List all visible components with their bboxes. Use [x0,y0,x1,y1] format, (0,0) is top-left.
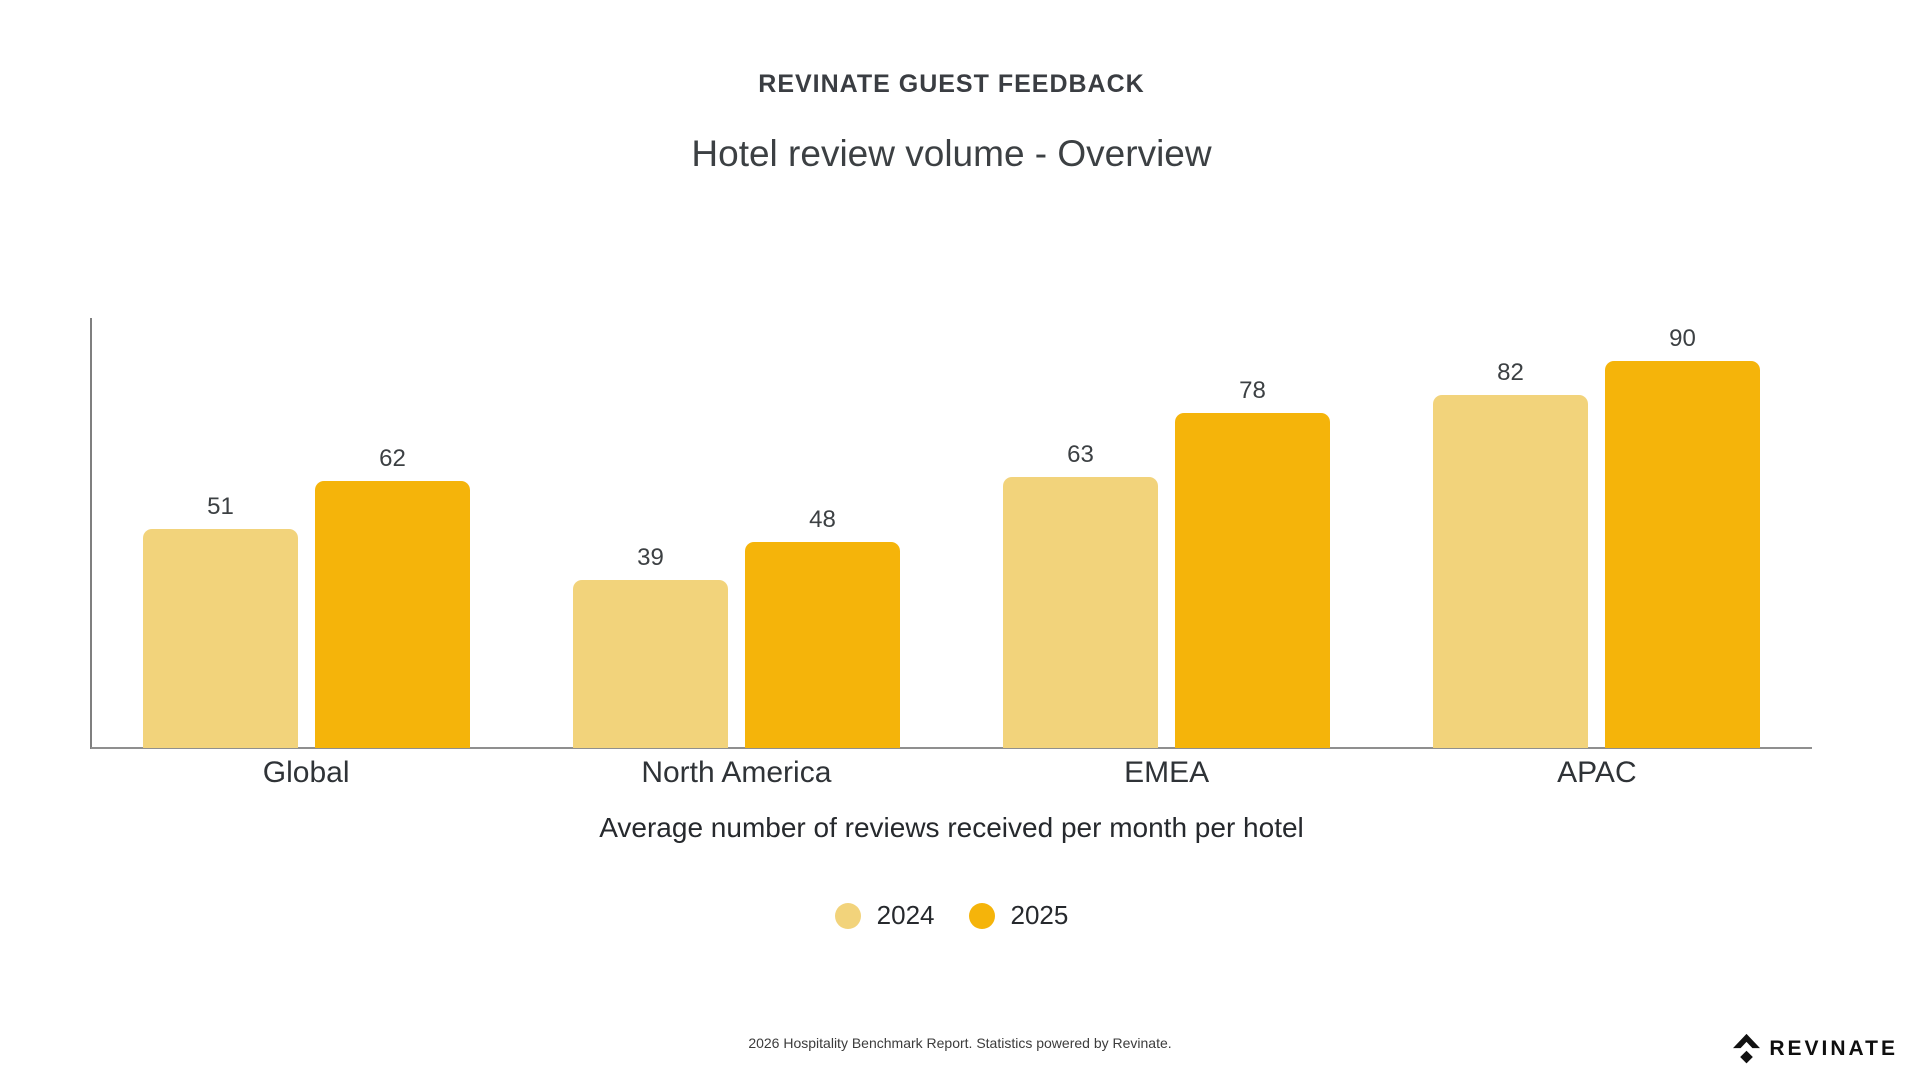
x-axis-title: Average number of reviews received per m… [599,812,1304,843]
category-label-north-america: North America [641,756,832,789]
legend-label-2025: 2025 [1010,900,1069,930]
legend-item-2024[interactable]: 2024 [834,900,935,931]
category-label-emea: EMEA [1124,756,1210,789]
bar-value-emea-2024: 63 [1067,441,1094,468]
category-label-apac: APAC [1557,756,1637,789]
x-axis-line [91,747,1812,749]
bar-value-apac-2024: 82 [1497,359,1524,386]
bar-emea-2024[interactable] [1003,477,1158,748]
bar-global-2025[interactable] [315,481,470,748]
revinate-logo: REVINATE [1733,1031,1898,1067]
bar-north-america-2025[interactable] [745,542,900,748]
category-label-global: Global [262,756,350,789]
bar-value-global-2025: 62 [379,445,406,472]
footer-note: 2026 Hospitality Benchmark Report. Stati… [748,1035,1172,1051]
bar-emea-2025[interactable] [1175,413,1330,748]
page-title: Hotel review volume - Overview [691,133,1212,174]
bar-value-apac-2025: 90 [1669,325,1696,352]
y-axis-line [90,318,92,749]
bar-global-2024[interactable] [143,529,298,748]
revinate-diamond-icon [1733,1033,1761,1064]
bar-apac-2025[interactable] [1605,361,1760,748]
bar-value-global-2024: 51 [207,493,234,520]
report-eyebrow: REVINATE GUEST FEEDBACK [758,70,1145,98]
revinate-logo-text: REVINATE [1769,1037,1898,1060]
bar-apac-2024[interactable] [1433,395,1588,748]
legend-swatch-2024 [834,902,861,929]
bar-value-north-america-2024: 39 [637,544,664,571]
bar-value-emea-2025: 78 [1239,377,1266,404]
bar-north-america-2024[interactable] [573,580,728,748]
legend-swatch-2025 [968,902,995,929]
legend-label-2024: 2024 [876,900,935,930]
chart-legend: 2024 2025 [91,900,1812,931]
legend-item-2025[interactable]: 2025 [968,900,1069,931]
bar-value-north-america-2025: 48 [809,506,836,533]
